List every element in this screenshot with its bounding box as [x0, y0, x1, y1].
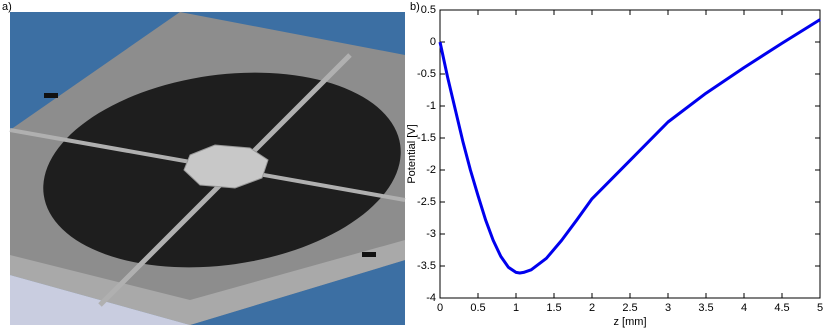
render-image — [9, 12, 406, 325]
line-series — [438, 18, 821, 275]
y-tick-label: -3 — [426, 228, 436, 240]
x-tick-label: 3.5 — [698, 302, 713, 314]
x-tick-label: 0 — [437, 302, 443, 314]
x-tick-label: 4 — [741, 302, 747, 314]
y-tick-label: -4 — [426, 292, 436, 304]
x-tick-label: 4.5 — [774, 302, 789, 314]
y-tick-label: -2 — [426, 164, 436, 176]
clip — [362, 252, 376, 257]
x-tick-label: 5 — [817, 302, 823, 314]
y-tick-label: 0.5 — [421, 4, 436, 16]
x-tick-label: 0.5 — [470, 302, 485, 314]
x-tick-label: 3 — [665, 302, 671, 314]
y-tick-label: -3.5 — [417, 260, 436, 272]
wall — [10, 275, 190, 325]
y-tick-label: -1 — [426, 100, 436, 112]
x-tick-label: 2 — [589, 302, 595, 314]
x-tick-label: 1.5 — [546, 302, 561, 314]
plate-edge — [10, 240, 405, 325]
y-tick-label: -1.5 — [417, 132, 436, 144]
plot-frame — [439, 9, 821, 299]
clip — [44, 93, 58, 98]
x-tick-label: 2.5 — [622, 302, 637, 314]
x-axis-label: z [mm] — [614, 316, 647, 328]
y-tick-label: -0.5 — [417, 68, 436, 80]
y-axis-label: Potential [V] — [406, 124, 418, 183]
y-tick-label: -2.5 — [417, 196, 436, 208]
panel-label: b) — [410, 1, 420, 13]
hex-cluster — [183, 144, 269, 189]
x-tick-label: 1 — [513, 302, 519, 314]
panel-label: a) — [2, 1, 12, 13]
y-tick-label: 0 — [430, 36, 436, 48]
